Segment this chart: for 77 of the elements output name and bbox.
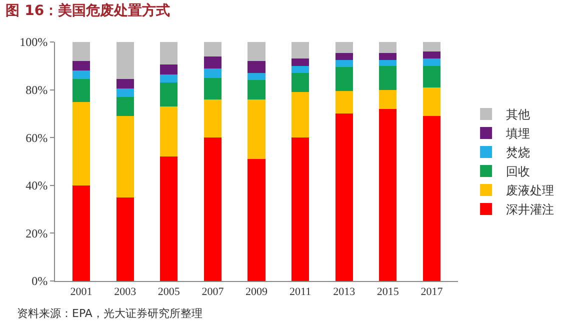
x-tick-label: 2017: [420, 286, 444, 298]
y-tick-label: 100%: [20, 35, 48, 50]
bar: [116, 42, 134, 80]
bar: [379, 60, 397, 66]
bar: [292, 138, 310, 281]
legend-label: 焚烧: [506, 146, 530, 160]
y-tick-label: 60%: [26, 130, 48, 145]
bar: [335, 60, 353, 68]
legend-label: 废液处理: [506, 184, 554, 198]
bar: [422, 52, 440, 59]
chart-title: 图 16：美国危废处置方式: [6, 2, 170, 19]
x-tick-label: 2005: [158, 286, 180, 298]
bar: [422, 66, 440, 88]
bar: [160, 42, 178, 65]
bar: [248, 42, 266, 62]
bar: [72, 42, 90, 62]
bar: [72, 79, 90, 102]
bar: [72, 185, 90, 281]
bar: [379, 108, 397, 281]
legend-label: 深井灌注: [506, 202, 554, 217]
x-tick-label: 2013: [333, 286, 356, 298]
bar: [379, 66, 397, 90]
x-tick-label: 2011: [290, 286, 312, 298]
bar: [422, 116, 440, 281]
bar: [248, 99, 266, 160]
legend-label: 填埋: [505, 126, 530, 141]
bar: [72, 102, 90, 186]
y-tick-label: 40%: [26, 178, 48, 193]
bar: [292, 58, 310, 66]
bar: [116, 79, 134, 89]
x-tick-label: 2003: [114, 286, 137, 298]
bar: [204, 42, 222, 56]
bar: [292, 73, 310, 92]
x-tick-label: 2015: [376, 286, 400, 298]
legend-label: 回收: [506, 164, 530, 179]
bar: [204, 99, 222, 138]
bar: [160, 106, 178, 157]
bar: [72, 61, 90, 71]
bar: [335, 52, 353, 60]
bar: [292, 92, 310, 138]
text: 资料来源：EPA，光大证券研究所整理: [17, 307, 202, 320]
bar: [116, 197, 134, 281]
bar: [335, 67, 353, 91]
bar: [160, 74, 178, 83]
bar: [379, 90, 397, 109]
bar: [160, 156, 178, 281]
x-tick-label: 2007: [202, 286, 224, 298]
bar: [335, 114, 353, 281]
bar: [248, 73, 266, 80]
bar: [379, 42, 397, 53]
bar: [160, 82, 178, 107]
bar: [379, 52, 397, 60]
bar: [335, 90, 353, 114]
bar: [160, 64, 178, 74]
bar: [248, 61, 266, 74]
bar: [204, 68, 222, 78]
bar: [335, 42, 353, 53]
legend-label: 其他: [506, 108, 530, 122]
bar: [248, 159, 266, 281]
x-tick-label: 2001: [70, 286, 92, 298]
bar: [116, 96, 134, 116]
bar: [72, 70, 90, 80]
bar: [116, 88, 134, 97]
y-tick-label: 20%: [26, 226, 48, 240]
bar: [204, 56, 222, 68]
x-tick-label: 2009: [246, 286, 268, 298]
bar: [204, 78, 222, 100]
y-tick-label: 0%: [32, 274, 48, 288]
bar: [248, 80, 266, 100]
bar: [292, 66, 310, 74]
bar: [422, 58, 440, 66]
bar: [422, 42, 440, 52]
bar: [422, 87, 440, 116]
bar: [292, 42, 310, 59]
bar: [116, 116, 134, 198]
bar: [204, 138, 222, 281]
y-tick-label: 80%: [26, 83, 48, 97]
